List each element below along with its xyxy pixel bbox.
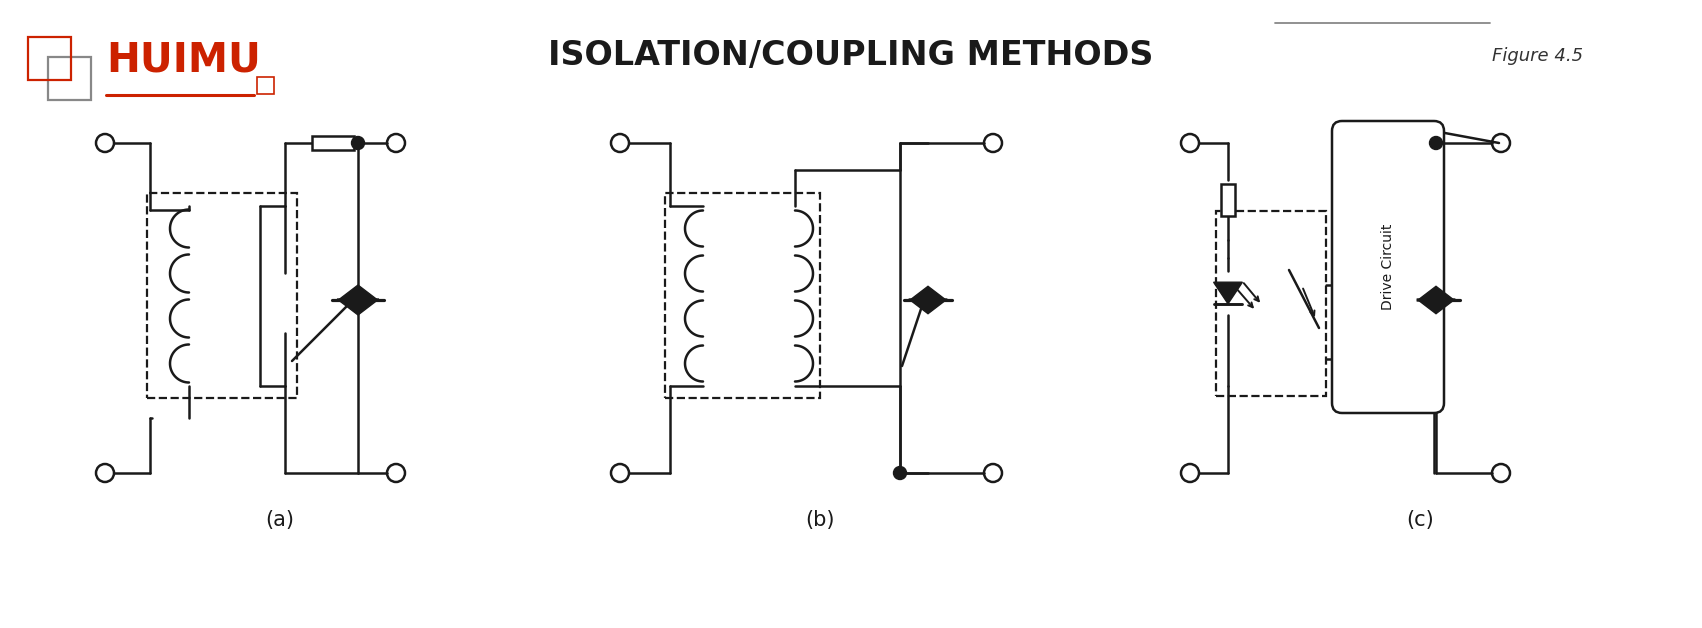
Bar: [1215, 211, 1326, 396]
Text: Drive Circuit: Drive Circuit: [1380, 224, 1396, 310]
Bar: [48, 57, 90, 100]
Polygon shape: [337, 299, 380, 315]
Text: (a): (a): [266, 510, 294, 530]
Bar: [146, 193, 298, 398]
Text: Figure 4.5: Figure 4.5: [1493, 47, 1583, 65]
Bar: [27, 37, 71, 80]
Circle shape: [894, 467, 907, 480]
Circle shape: [1430, 136, 1443, 149]
Bar: [311, 136, 354, 150]
Text: (b): (b): [805, 510, 834, 530]
Text: (c): (c): [1406, 510, 1433, 530]
Polygon shape: [337, 285, 380, 301]
Circle shape: [352, 136, 364, 149]
Polygon shape: [1416, 286, 1455, 301]
Polygon shape: [909, 299, 948, 314]
Bar: [257, 77, 274, 94]
Polygon shape: [1214, 282, 1242, 304]
Bar: [1220, 184, 1236, 216]
Bar: [665, 193, 820, 398]
Polygon shape: [909, 286, 948, 301]
Polygon shape: [1416, 299, 1455, 314]
Text: HUIMU: HUIMU: [106, 40, 260, 80]
FancyBboxPatch shape: [1333, 121, 1443, 413]
Text: ISOLATION/COUPLING METHODS: ISOLATION/COUPLING METHODS: [548, 40, 1154, 72]
